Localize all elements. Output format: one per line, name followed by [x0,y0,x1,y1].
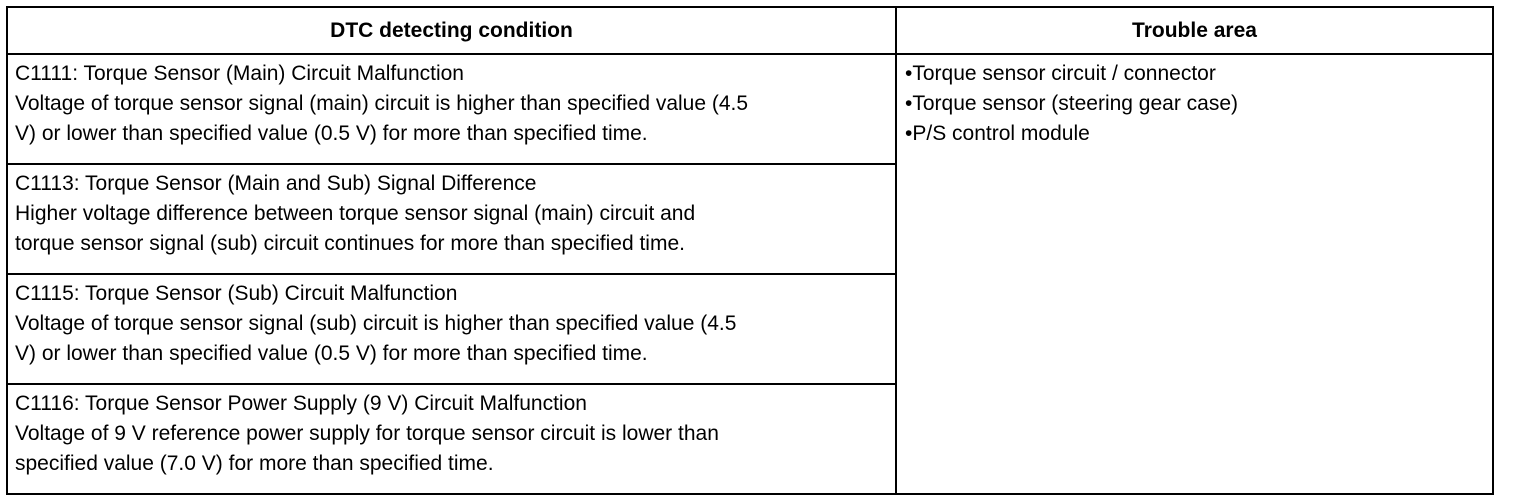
table-row: C1116: Torque Sensor Power Supply (9 V) … [6,383,1493,495]
condition-cell-c1116: C1116: Torque Sensor Power Supply (9 V) … [6,383,897,495]
dtc-description-line: torque sensor signal (sub) circuit conti… [15,232,685,255]
dtc-code-title: C1116: Torque Sensor Power Supply (9 V) … [15,392,587,415]
condition-cell-c1111: C1111: Torque Sensor (Main) Circuit Malf… [6,53,897,165]
condition-cell-c1115: C1115: Torque Sensor (Sub) Circuit Malfu… [6,273,897,385]
table-row: C1115: Torque Sensor (Sub) Circuit Malfu… [6,273,1493,385]
trouble-area-cell: •Torque sensor circuit / connector •Torq… [895,53,1494,495]
dtc-description-line: Higher voltage difference between torque… [15,202,696,225]
dtc-description-line: specified value (7.0 V) for more than sp… [15,452,494,475]
trouble-area-item: •P/S control module [905,119,1486,149]
dtc-description-line: Voltage of torque sensor signal (main) c… [15,92,749,115]
dtc-description-line: V) or lower than specified value (0.5 V)… [15,342,648,365]
dtc-code-title: C1113: Torque Sensor (Main and Sub) Sign… [15,172,537,195]
dtc-code-title: C1111: Torque Sensor (Main) Circuit Malf… [15,62,464,85]
table-row: C1113: Torque Sensor (Main and Sub) Sign… [6,163,1493,275]
header-dtc-detecting-condition: DTC detecting condition [6,6,897,55]
dtc-description-line: Voltage of torque sensor signal (sub) ci… [15,312,737,335]
dtc-description-line: Voltage of 9 V reference power supply fo… [15,422,719,445]
trouble-area-item-label: Torque sensor circuit / connector [912,62,1216,85]
table-row: C1111: Torque Sensor (Main) Circuit Malf… [6,53,1494,495]
trouble-area-item-label: P/S control module [912,122,1090,145]
header-row: DTC detecting condition Trouble area [6,6,1494,55]
bullet-icon: • [905,122,913,145]
dtc-description-line: V) or lower than specified value (0.5 V)… [15,122,648,145]
condition-cell-c1113: C1113: Torque Sensor (Main and Sub) Sign… [6,163,897,275]
trouble-area-item: •Torque sensor (steering gear case) [905,89,1486,119]
bullet-icon: • [905,92,913,115]
bullet-icon: • [905,62,913,85]
trouble-area-item-label: Torque sensor (steering gear case) [912,92,1239,115]
dtc-code-title: C1115: Torque Sensor (Sub) Circuit Malfu… [15,282,458,305]
dtc-table: DTC detecting condition Trouble area C11… [6,6,1494,495]
header-trouble-area: Trouble area [895,6,1494,55]
trouble-area-item: •Torque sensor circuit / connector [905,59,1486,89]
